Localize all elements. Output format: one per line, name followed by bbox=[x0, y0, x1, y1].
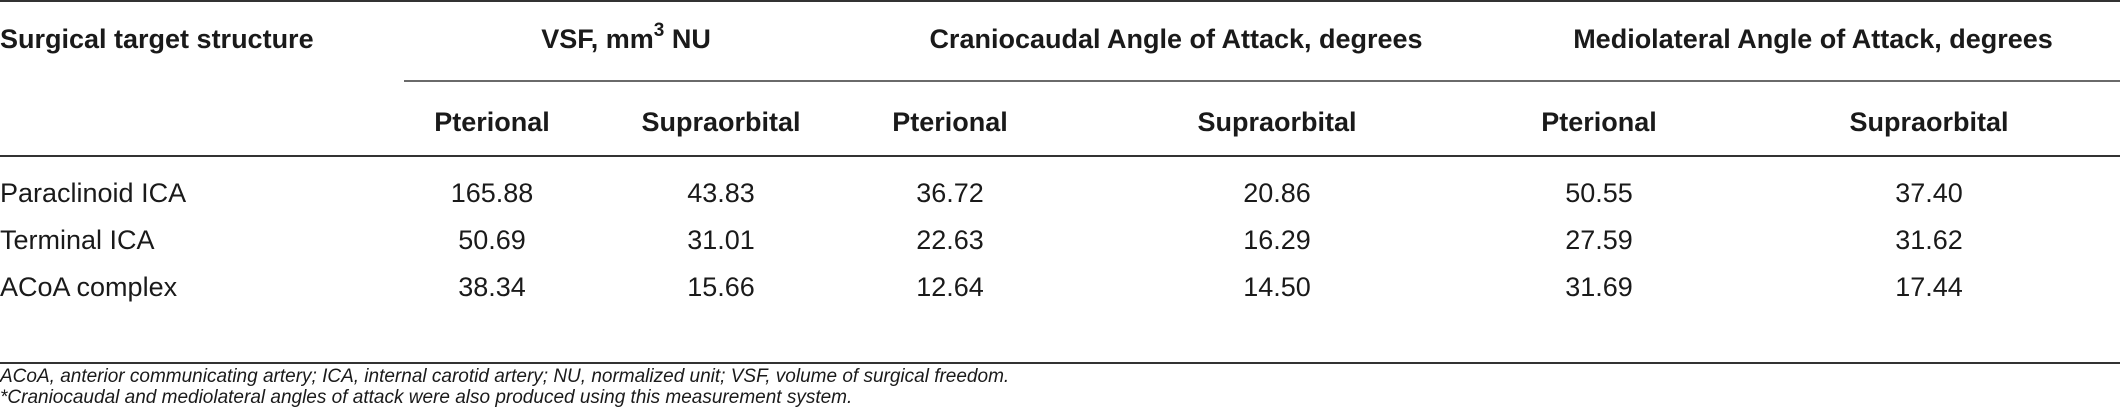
table-top-rule bbox=[0, 0, 2120, 2]
subheader-cc-supraorbital: Supraorbital bbox=[1197, 107, 1357, 137]
group-header-vsf-label: VSF, mm bbox=[541, 24, 654, 54]
cell-ml-supraorbital: 31.62 bbox=[1895, 225, 1963, 255]
table-bottom-rule bbox=[0, 362, 2120, 364]
cell-cc-pterional: 12.64 bbox=[916, 272, 984, 302]
row-header-label: Surgical target structure bbox=[0, 24, 314, 54]
footnote-abbreviations: ACoA, anterior communicating artery; ICA… bbox=[0, 366, 1010, 387]
cell-ml-supraorbital: 37.40 bbox=[1895, 178, 1963, 208]
cell-cc-supraorbital: 16.29 bbox=[1243, 225, 1311, 255]
cell-vsf-supraorbital: 31.01 bbox=[687, 225, 755, 255]
cell-cc-supraorbital: 20.86 bbox=[1243, 178, 1311, 208]
group-header-vsf-sup: 3 bbox=[653, 20, 665, 41]
group-header-mediolateral: Mediolateral Angle of Attack, degrees bbox=[1573, 24, 2053, 54]
cell-ml-supraorbital: 17.44 bbox=[1895, 272, 1963, 302]
subheader-ml-supraorbital: Supraorbital bbox=[1849, 107, 2009, 137]
group-header-vsf-suffix: NU bbox=[664, 24, 711, 54]
cell-cc-supraorbital: 14.50 bbox=[1243, 272, 1311, 302]
cell-ml-pterional: 50.55 bbox=[1565, 178, 1633, 208]
cell-cc-pterional: 22.63 bbox=[916, 225, 984, 255]
cell-vsf-supraorbital: 15.66 bbox=[687, 272, 755, 302]
row-label: Terminal ICA bbox=[0, 225, 155, 255]
group-rule-vsf bbox=[404, 80, 868, 82]
footnote-angles: *Craniocaudal and mediolateral angles of… bbox=[0, 387, 853, 408]
group-header-vsf: VSF, mm3 NU bbox=[541, 20, 711, 56]
row-label: ACoA complex bbox=[0, 272, 178, 302]
cell-ml-pterional: 31.69 bbox=[1565, 272, 1633, 302]
header-bottom-rule bbox=[0, 155, 2120, 157]
subheader-vsf-pterional: Pterional bbox=[434, 107, 550, 137]
cell-vsf-pterional: 38.34 bbox=[458, 272, 526, 302]
subheader-ml-pterional: Pterional bbox=[1541, 107, 1657, 137]
row-label: Paraclinoid ICA bbox=[0, 178, 187, 208]
cell-vsf-pterional: 165.88 bbox=[450, 178, 534, 208]
group-header-craniocaudal: Craniocaudal Angle of Attack, degrees bbox=[929, 24, 1423, 54]
subheader-vsf-supraorbital: Supraorbital bbox=[641, 107, 801, 137]
cell-ml-pterional: 27.59 bbox=[1565, 225, 1633, 255]
cell-cc-pterional: 36.72 bbox=[916, 178, 984, 208]
group-rule-mediolateral bbox=[1508, 80, 2120, 82]
subheader-cc-pterional: Pterional bbox=[892, 107, 1008, 137]
cell-vsf-supraorbital: 43.83 bbox=[687, 178, 755, 208]
cell-vsf-pterional: 50.69 bbox=[458, 225, 526, 255]
group-rule-craniocaudal bbox=[868, 80, 1508, 82]
